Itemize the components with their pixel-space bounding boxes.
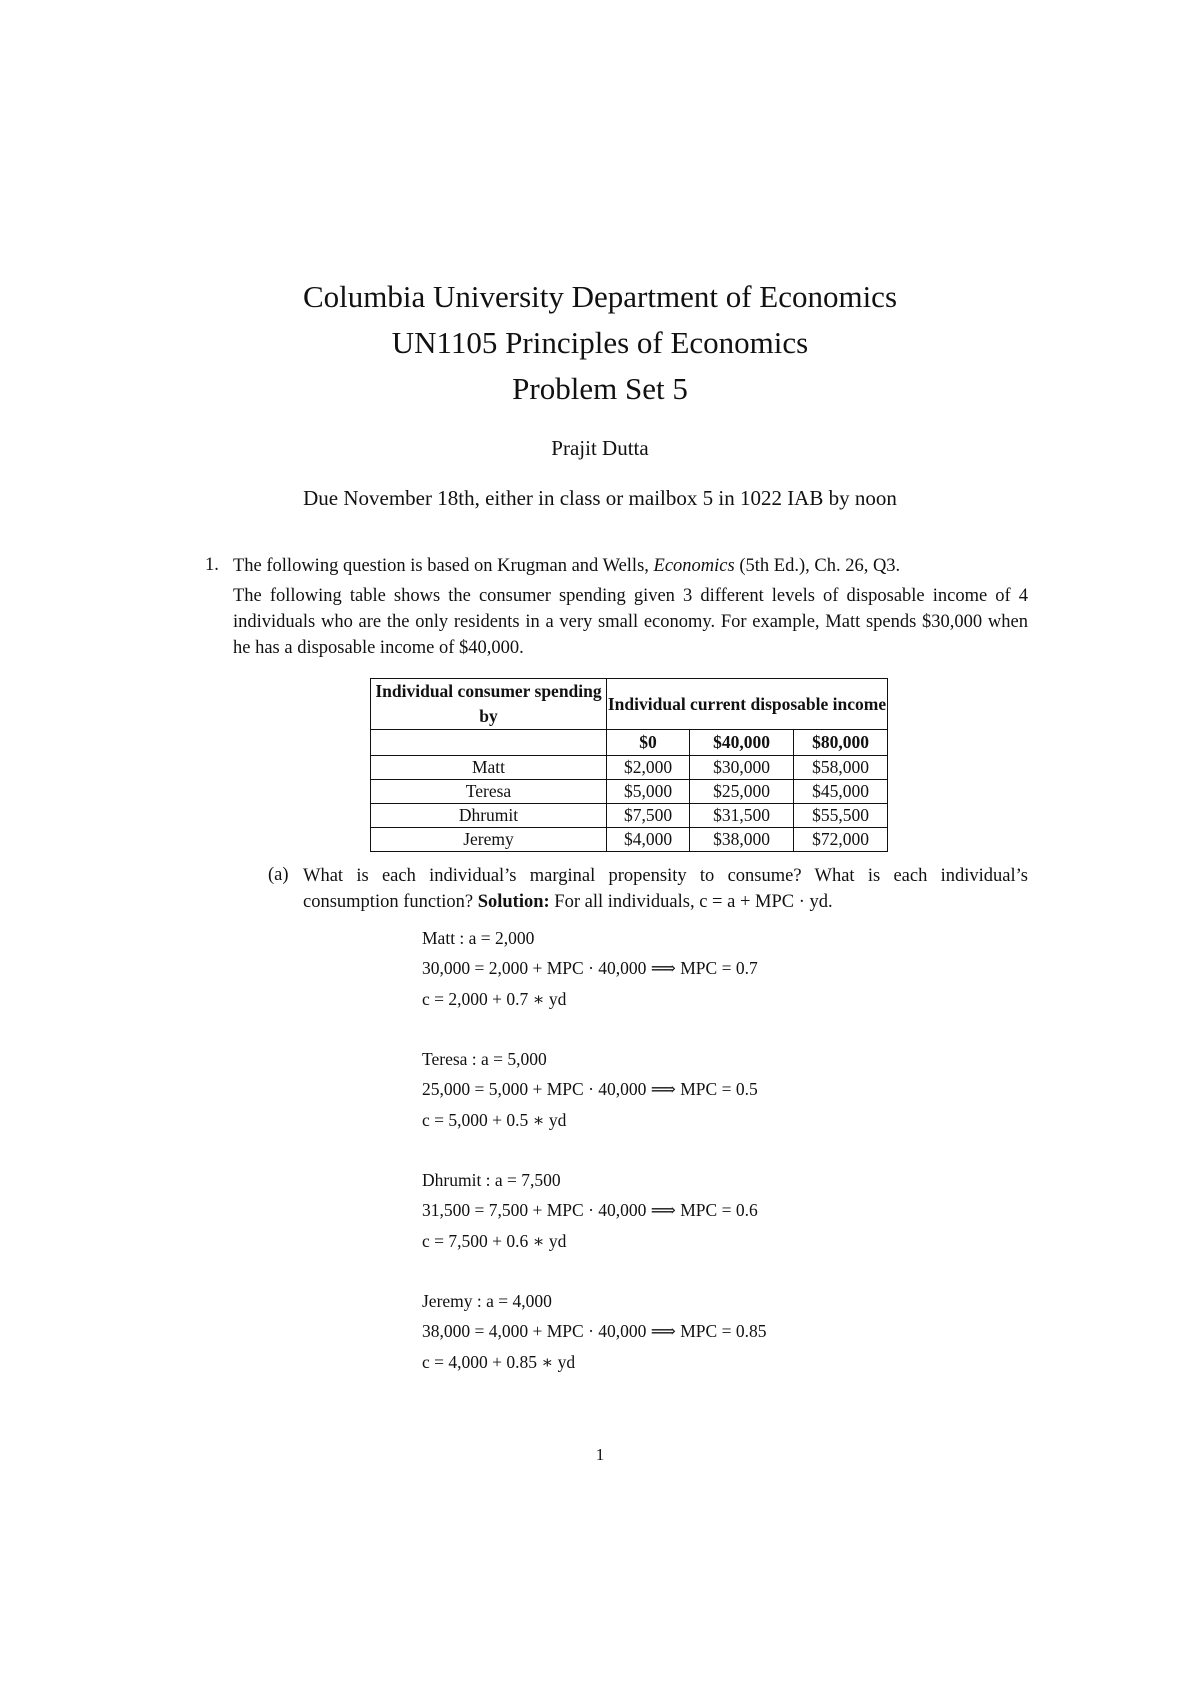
cell: $25,000 (689, 779, 794, 804)
table-row: Teresa $5,000 $25,000 $45,000 (370, 779, 888, 804)
income-level: $80,000 (793, 729, 888, 756)
cell: $7,500 (606, 803, 690, 828)
equation-line: 38,000 = 4,000 + MPC · 40,000 ⟹ MPC = 0.… (422, 1321, 767, 1341)
person-name: Teresa (370, 779, 607, 804)
author: Prajit Dutta (551, 436, 649, 460)
title-line-3: Problem Set 5 (512, 371, 688, 406)
question-intro: The following question is based on Krugm… (233, 553, 1028, 579)
cell: $55,500 (793, 803, 888, 828)
equation-line: c = 4,000 + 0.85 ∗ yd (422, 1352, 576, 1372)
equation-line: c = 7,500 + 0.6 ∗ yd (422, 1231, 567, 1251)
empty-cell (370, 729, 607, 756)
solution-label: Solution: (477, 892, 550, 912)
income-level: $0 (606, 729, 690, 756)
cell: $4,000 (606, 827, 690, 852)
intro-before: The following question is based on Krugm… (233, 556, 654, 576)
solution-text: For all individuals, c = a + MPC · yd. (554, 892, 833, 912)
page-number: 1 (595, 1445, 605, 1464)
cell: $5,000 (606, 779, 690, 804)
part-a-label: (a) (268, 865, 289, 885)
title-line-1: Columbia University Department of Econom… (302, 279, 898, 314)
cell: $30,000 (689, 755, 794, 780)
equation-line: 25,000 = 5,000 + MPC · 40,000 ⟹ MPC = 0.… (422, 1079, 758, 1099)
header-left: Individual consumer spending by (370, 678, 607, 730)
header-right: Individual current disposable income (606, 678, 888, 730)
cell: $38,000 (689, 827, 794, 852)
due-date: Due November 18th, either in class or ma… (303, 486, 897, 510)
equation-line: Dhrumit : a = 7,500 (422, 1170, 561, 1190)
person-name: Matt (370, 755, 607, 780)
question-number: 1. (205, 555, 219, 575)
person-name: Jeremy (370, 827, 607, 852)
intro-after: (5th Ed.), Ch. 26, Q3. (734, 556, 901, 576)
title-line-2: UN1105 Principles of Economics (391, 325, 809, 360)
income-level: $40,000 (689, 729, 794, 756)
cell: $72,000 (793, 827, 888, 852)
equation-line: Teresa : a = 5,000 (422, 1049, 547, 1069)
income-levels-row: $0 $40,000 $80,000 (370, 729, 888, 756)
equation-line: c = 2,000 + 0.7 ∗ yd (422, 989, 567, 1009)
part-a-question: What is each individual’s marginal prope… (303, 863, 1028, 915)
equation-line: 31,500 = 7,500 + MPC · 40,000 ⟹ MPC = 0.… (422, 1200, 758, 1220)
equation-line: c = 5,000 + 0.5 ∗ yd (422, 1110, 567, 1130)
spending-table: Individual consumer spending by Individu… (370, 678, 888, 852)
cell: $31,500 (689, 803, 794, 828)
table-header-row: Individual consumer spending by Individu… (370, 678, 888, 730)
equation-line: Matt : a = 2,000 (422, 928, 535, 948)
cell: $2,000 (606, 755, 690, 780)
table-row: Jeremy $4,000 $38,000 $72,000 (370, 827, 888, 852)
cell: $58,000 (793, 755, 888, 780)
table-row: Matt $2,000 $30,000 $58,000 (370, 755, 888, 780)
book-title: Economics (653, 556, 735, 576)
part-a-text: What is each individual’s marginal prope… (303, 866, 1028, 912)
question-paragraph: The following table shows the consumer s… (233, 586, 1028, 658)
person-name: Dhrumit (370, 803, 607, 828)
equation-line: Jeremy : a = 4,000 (422, 1291, 552, 1311)
equation-line: 30,000 = 2,000 + MPC · 40,000 ⟹ MPC = 0.… (422, 958, 758, 978)
cell: $45,000 (793, 779, 888, 804)
table-row: Dhrumit $7,500 $31,500 $55,500 (370, 803, 888, 828)
